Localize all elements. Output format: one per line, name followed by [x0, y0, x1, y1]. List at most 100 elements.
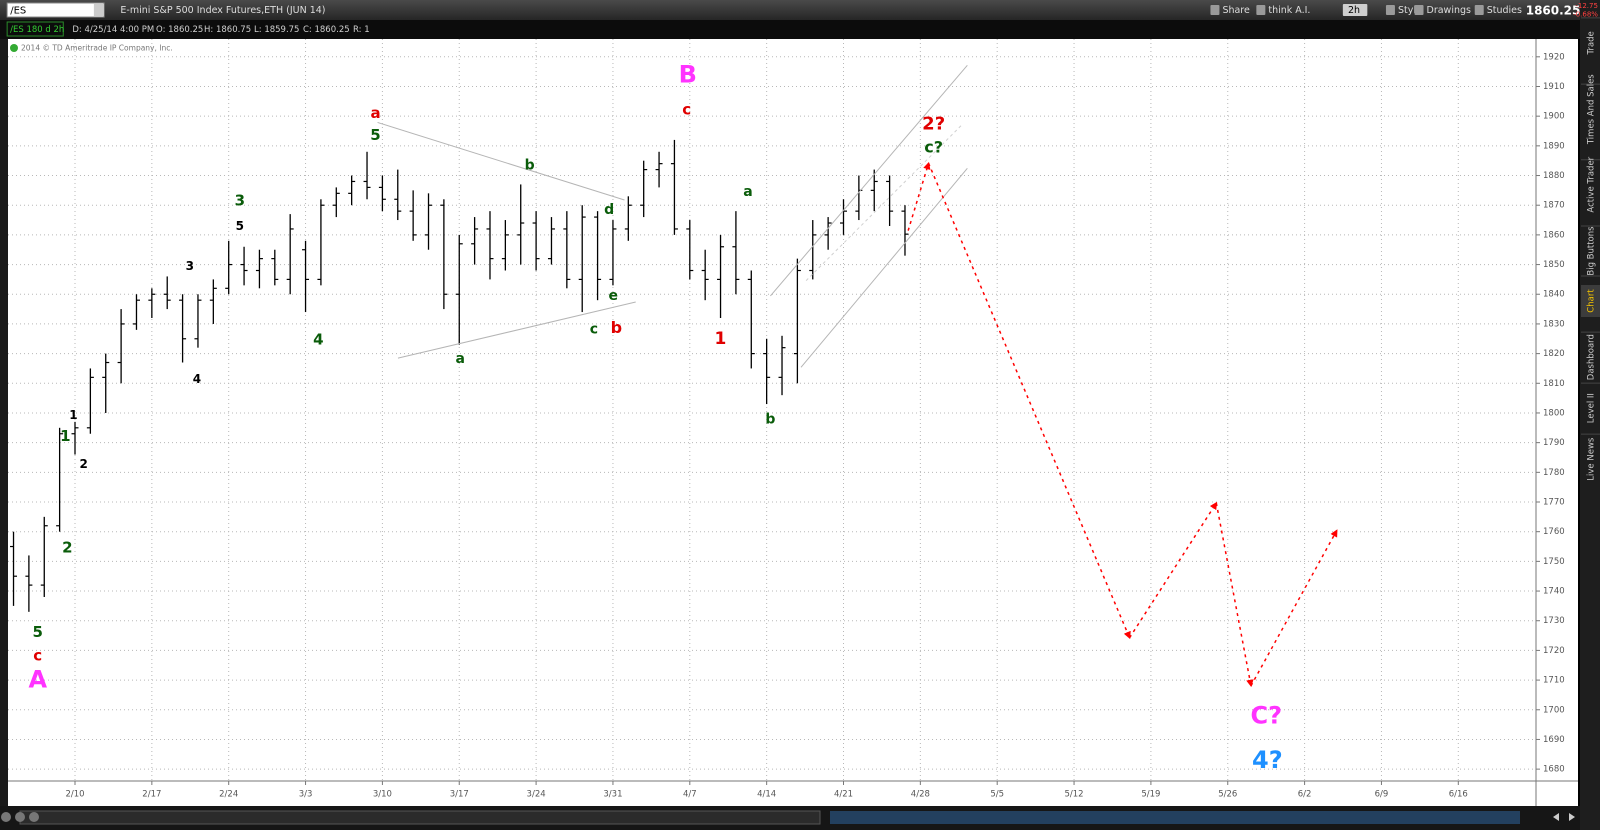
- y-tick-label: 1800: [1543, 408, 1565, 418]
- projection-arrow: [1128, 501, 1218, 639]
- wave-label: 5: [370, 126, 380, 144]
- wave-label: 1: [69, 408, 77, 422]
- info-field: /ES 180 d 2h: [10, 25, 64, 35]
- trend-line: [800, 168, 968, 368]
- info-field: O: 1860.25: [156, 25, 203, 35]
- scroll-left[interactable]: [1553, 813, 1559, 821]
- left-strip: [0, 39, 8, 830]
- wave-label: 2?: [922, 113, 945, 134]
- zoom-button[interactable]: [15, 812, 25, 822]
- y-tick-label: 1770: [1543, 498, 1565, 508]
- wave-label: A: [28, 666, 47, 694]
- toolbar-button[interactable]: Share: [1222, 5, 1250, 16]
- time-axis: [8, 781, 1536, 806]
- button-icon: [1385, 5, 1395, 15]
- y-tick-label: 1700: [1543, 705, 1565, 715]
- y-tick-label: 1820: [1543, 349, 1565, 359]
- price-axis: [1536, 39, 1578, 806]
- y-tick-label: 1860: [1543, 230, 1565, 240]
- info-field: L: 1859.75: [254, 25, 299, 35]
- trend-line: [770, 64, 968, 297]
- side-tab[interactable]: Active Trader: [1587, 156, 1597, 212]
- y-tick-label: 1720: [1543, 646, 1565, 656]
- y-tick-label: 1710: [1543, 676, 1565, 686]
- side-tab[interactable]: Level II: [1587, 393, 1597, 423]
- pct-change: -0.68%: [1573, 11, 1598, 19]
- channel-midline: [805, 125, 962, 281]
- toolbar-button[interactable]: Drawings: [1427, 5, 1472, 16]
- symbol[interactable]: /ES: [10, 6, 26, 17]
- info-bar: [0, 20, 1580, 39]
- x-tick-label: 4/21: [834, 790, 853, 800]
- wave-label: 3: [235, 192, 245, 210]
- projection-arrow: [1215, 502, 1254, 688]
- side-tab[interactable]: Trade: [1587, 31, 1597, 55]
- side-tab[interactable]: Live News: [1587, 437, 1597, 481]
- wave-label: 4: [193, 372, 201, 386]
- toolbar-button[interactable]: Style: [1398, 5, 1422, 16]
- toolbar-button[interactable]: think A.I.: [1268, 5, 1310, 16]
- wave-label: C?: [1251, 701, 1283, 729]
- aggregation-box[interactable]: [1342, 4, 1368, 16]
- symbol-input[interactable]: [6, 2, 105, 18]
- wave-label: a: [455, 351, 464, 367]
- x-tick-label: 4/28: [911, 790, 930, 800]
- y-tick-label: 1760: [1543, 527, 1565, 537]
- chart-tag: [6, 21, 64, 37]
- wave-label: b: [525, 157, 535, 173]
- info-field: D: 4/25/14 4:00 PM: [72, 25, 154, 35]
- scroll-thumb[interactable]: [19, 810, 821, 825]
- zoom-button[interactable]: [29, 812, 39, 822]
- y-tick-label: 1740: [1543, 587, 1565, 597]
- symbol-dropdown[interactable]: [93, 4, 104, 16]
- wave-label: c: [682, 101, 691, 119]
- x-tick-label: 3/31: [603, 790, 622, 800]
- wave-label: 1: [60, 427, 70, 445]
- x-tick-label: 6/9: [1375, 790, 1389, 800]
- x-tick-label: 3/10: [373, 790, 392, 800]
- x-tick-label: 5/26: [1218, 790, 1237, 800]
- logo: [10, 44, 18, 52]
- y-tick-label: 1790: [1543, 438, 1565, 448]
- wave-label: a: [743, 184, 752, 200]
- info-field: C: 1860.25: [303, 25, 350, 35]
- x-tick-label: 2/24: [219, 790, 238, 800]
- wave-label: c?: [924, 137, 943, 156]
- y-tick-label: 1810: [1543, 379, 1565, 389]
- wave-label: d: [604, 202, 614, 218]
- zoom-button[interactable]: [1, 812, 11, 822]
- description: E-mini S&P 500 Index Futures,ETH (JUN 14…: [120, 5, 325, 16]
- side-tab[interactable]: Dashboard: [1587, 334, 1597, 380]
- active-tab[interactable]: [1581, 285, 1600, 318]
- projection-arrow: [907, 161, 931, 231]
- toolbar-button[interactable]: 2h: [1348, 5, 1360, 16]
- watermark: 2014 © TD Ameritrade IP Company, Inc.: [21, 44, 173, 53]
- wave-label: c: [590, 322, 598, 338]
- scroll-track[interactable]: [830, 811, 1520, 824]
- toolbar-button[interactable]: Studies: [1487, 5, 1522, 16]
- projection-arrow: [1250, 529, 1338, 687]
- y-tick-label: 1910: [1543, 82, 1565, 92]
- side-tab[interactable]: Chart: [1587, 289, 1597, 313]
- x-tick-label: 3/24: [527, 790, 546, 800]
- y-tick-label: 1730: [1543, 616, 1565, 626]
- x-tick-label: 3/3: [299, 790, 313, 800]
- wave-label: 4?: [1252, 746, 1283, 774]
- scroll-right[interactable]: [1569, 813, 1575, 821]
- button-icon: [1256, 5, 1266, 15]
- y-tick-label: 1890: [1543, 141, 1565, 151]
- wave-label: e: [609, 288, 619, 304]
- x-tick-label: 5/12: [1065, 790, 1084, 800]
- last-price: 1860.25: [1526, 4, 1581, 18]
- x-tick-label: 4/7: [683, 790, 697, 800]
- wave-label: a: [370, 104, 380, 122]
- wave-label: 4: [313, 330, 323, 348]
- info-field: R: 1: [353, 25, 370, 35]
- side-tab[interactable]: Times And Sales: [1587, 74, 1597, 145]
- x-tick-label: 3/17: [450, 790, 469, 800]
- x-tick-label: 5/5: [990, 790, 1004, 800]
- wave-label: 1: [714, 329, 726, 349]
- side-tab[interactable]: Big Buttons: [1587, 226, 1597, 276]
- wave-label: 5: [33, 623, 43, 641]
